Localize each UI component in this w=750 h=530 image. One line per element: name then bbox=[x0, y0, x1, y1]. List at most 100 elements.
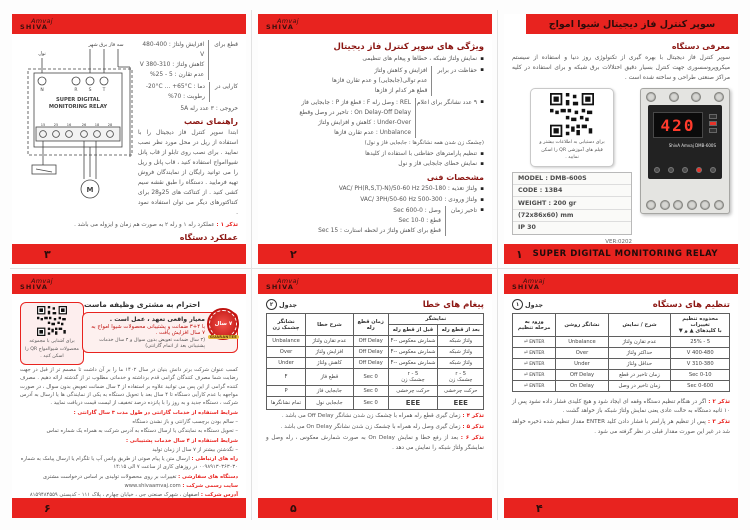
tech-input-voltage: ولتاژ ورودی : 300-500 VAC/ 3PH/50-60 Hz bbox=[266, 195, 484, 206]
terminal-s: S bbox=[89, 87, 92, 93]
panel-4-settings: Amvaj SHIVA تنظیم های دستگاه جدول ۱ محدو… bbox=[504, 274, 738, 518]
warranty-conditions-title: شرایط استفاده از خدمات گارانتی در طول مد… bbox=[20, 409, 238, 417]
table-row: 310-380 V حداقل ولتاژ Under ⏎ ENTER bbox=[511, 358, 730, 370]
indicator-item-2: On Delay-Off Delay : تاخیر در وصل وقطع bbox=[299, 109, 411, 116]
cell: ولتاژ شبکه bbox=[437, 335, 484, 347]
panel2-footer-bar: ۲ bbox=[258, 244, 492, 264]
page-number-6: ۶ bbox=[44, 501, 51, 515]
device-brand-text: ShivA Amvaj DMB-600S bbox=[668, 143, 716, 149]
feature-display: نمایش ولتاژ شبکه ، خطاها و پیغام های تنظ… bbox=[266, 54, 484, 65]
note-1-label: تذکر ۱ : bbox=[216, 221, 238, 228]
cell: افزایش ولتاژ bbox=[305, 346, 354, 358]
terminal-28: 28 bbox=[108, 123, 113, 127]
cell: 5 - 25% bbox=[670, 336, 730, 348]
address-text: اصفهان ، شهرک صنعتی جی ، خیابان چهارم ، … bbox=[29, 492, 200, 499]
spec-output: خروجی : ۳ عدد رله 5A bbox=[180, 106, 238, 113]
cell: 0 Sec bbox=[352, 385, 389, 397]
panel-5-errors: Amvaj SHIVA پیغام های خطا جدول ۲ نمایشگر… bbox=[258, 274, 492, 518]
condition-2-item-1: نگذشتن بیشتر از ۷ سال از زمان تولید bbox=[20, 446, 238, 454]
table-row: 400-480 V حداکثر ولتاژ Over ⏎ ENTER bbox=[511, 347, 730, 359]
enter-key-icon: ⏎ bbox=[523, 361, 528, 367]
cell: جابجایی فاز bbox=[305, 385, 354, 397]
website-url: www.shivaamvaj.com bbox=[124, 483, 181, 490]
note-4: تذکر ۴ : زمان گیری قطع رله همراه با چشمک… bbox=[266, 412, 484, 421]
note-6-label: تذکر ۶ : bbox=[460, 435, 485, 442]
cell: زمان تاخیر در قطع bbox=[607, 369, 672, 381]
performance-spec-group: کارایی در دما : ‎-20°C … +65°C رطوبت : 7… bbox=[138, 82, 238, 103]
enter-key-cell: ⏎ ENTER bbox=[511, 380, 557, 392]
cutoff-group-label: قطع برای bbox=[214, 42, 238, 48]
cell: 0-600 Sec bbox=[670, 380, 730, 392]
indicators-group: ۹ عدد نشانگر برای اعلام REL : وصل رله F … bbox=[266, 97, 484, 138]
cell: 400-480 V bbox=[670, 347, 730, 359]
address-label: آدرس شرکت : bbox=[200, 492, 238, 499]
guarantee-line-2: با ۴+۳ ضمانت و پشتیبانی محصولات شیوا امو… bbox=[91, 324, 205, 336]
wiring-diagram: سه فاز برق شهر نول bbox=[26, 39, 138, 211]
logo-amvaj-text: Amvaj bbox=[277, 277, 299, 285]
cell: 310-380 V bbox=[670, 358, 730, 370]
diagram-neutral-label: نول bbox=[38, 51, 46, 57]
cell: شمارش معکوس --F bbox=[387, 357, 439, 369]
terminal-r: R bbox=[74, 87, 77, 93]
table-row: 0-600 Sec زمان تاخیر در وصل On Delay ⏎ ENTE… bbox=[511, 380, 730, 392]
install-text: ابتدا سوپر کنترل فاز دیجیتال را با استفا… bbox=[138, 130, 238, 217]
error-table: نمایشگر زمان قطع رله شرح خطا نشانگر چشمک… bbox=[265, 313, 485, 410]
screw-icon bbox=[673, 200, 684, 211]
wiring-diagram-svg: سه فاز برق شهر نول bbox=[27, 42, 133, 199]
contact-label: راه های ارتباطی : bbox=[191, 456, 238, 463]
cell: Under bbox=[555, 358, 609, 370]
cell: حرکت چرخشی bbox=[387, 385, 439, 397]
col-range: محدوده تنظیم تغییرات با کلیدهای ▲ و ▼ bbox=[670, 313, 730, 337]
qr-code-icon bbox=[37, 306, 67, 336]
fold-line-vertical-1 bbox=[251, 10, 252, 520]
led-icon bbox=[654, 167, 660, 174]
enter-key-icon: ⏎ bbox=[523, 339, 528, 345]
cell: عدم تقارن ولتاژ bbox=[607, 336, 672, 348]
note-2: تذکر ۲ : اگر در هنگام تنظیم دستگاه وقفه … bbox=[512, 398, 730, 416]
indicator-item-4: Unbalance : عدم تقارن فازها bbox=[334, 129, 411, 136]
logo-amvaj-text: Amvaj bbox=[31, 17, 53, 25]
panel4-header-bar: Amvaj SHIVA bbox=[504, 274, 738, 294]
logo-shiva-text: SHIVA bbox=[20, 282, 49, 291]
cell: زمان تاخیر در وصل bbox=[607, 380, 672, 392]
table-row: r - 5 چشمک زن r - 5 چشمک زن 0 Sec قطع فاز F bbox=[265, 368, 484, 386]
tech-supply-voltage: ولتاژ تغذیه : 180-250 VAC/ PH(R,S,T)-N)/… bbox=[266, 184, 484, 195]
panel3-footer-bar: ۳ bbox=[12, 244, 246, 264]
page-number-2: ۲ bbox=[290, 247, 297, 261]
note-6: تذکر ۶ : بعد از رفع خطا و نمایش On Delay… bbox=[266, 434, 484, 452]
cell: P bbox=[265, 385, 307, 397]
warranty-qr-box: برای آشنایی با مجموعه محصولات شیواامواج … bbox=[20, 302, 84, 365]
panel6-content: برای آشنایی با مجموعه محصولات شیواامواج … bbox=[12, 294, 246, 508]
protection-group-label: حفاظت در برابر bbox=[437, 67, 477, 74]
device-display: 420 bbox=[653, 112, 703, 139]
protection-group: حفاظت در برابر افزایش و کاهش ولتاژ عدم ت… bbox=[266, 65, 484, 96]
cell: شمارش معکوس --F bbox=[387, 346, 439, 358]
support-conditions-title: شرایط استفاده از ۴ سال خدمات پشتیبانی : bbox=[20, 437, 238, 445]
note-5-text: زمان گیری وصل رله همراه با چشمک زن شدن ن… bbox=[280, 424, 461, 431]
screw-icon bbox=[691, 92, 702, 103]
shiva-amvaj-logo: Amvaj SHIVA bbox=[266, 278, 299, 290]
cell: Off Delay bbox=[352, 346, 389, 358]
screw-icon bbox=[668, 92, 679, 103]
website-label: سایت رسمی شرکت : bbox=[182, 483, 238, 490]
col-relay-time: زمان قطع رله bbox=[352, 313, 389, 336]
spec-overvoltage: افزایش ولتاژ : 400-480 V bbox=[142, 42, 205, 59]
logo-shiva-text: SHIVA bbox=[266, 282, 295, 291]
delay-off: قطع : 0-10 Sec bbox=[398, 218, 441, 225]
table-row: ولتاژ شبکه شمارش معکوس --F Off Delay کاهش و… bbox=[265, 357, 484, 369]
logo-shiva-text: SHIVA bbox=[20, 22, 49, 31]
tech-specs-heading: مشخصات فنی bbox=[426, 173, 484, 183]
enter-key-label: ENTER bbox=[529, 339, 545, 345]
warranty-body-text: کسب عنوان شرکت برتر دانش بنیان در سال ۱۴… bbox=[20, 367, 238, 407]
cell: عدم تقارن ولتاژ bbox=[305, 335, 354, 347]
panel-3-installation: Amvaj SHIVA سه فاز برق شهر نول bbox=[12, 14, 246, 264]
table-row: ولتاژ شبکه شمارش معکوس --F Off Delay افزایش… bbox=[265, 346, 484, 358]
custom-devices-text: تغییرات بر روی محصولات تولیدی بر اساس در… bbox=[42, 473, 177, 480]
col-description: شرح / نمایش bbox=[607, 313, 672, 337]
indicator-item-1: REL : وصل رله F : قطع فاز P : جابجایی فا… bbox=[301, 99, 411, 106]
cell: کاهش ولتاژ bbox=[305, 357, 354, 369]
panel5-footer-bar: ۵ bbox=[258, 498, 492, 518]
protection-item-1: افزایش و کاهش ولتاژ bbox=[374, 67, 428, 74]
logo-shiva-text: SHIVA bbox=[512, 282, 541, 291]
panel1-title-bar: سوپر کنترل فاز دیجیتال شیوا امواج bbox=[526, 14, 738, 34]
